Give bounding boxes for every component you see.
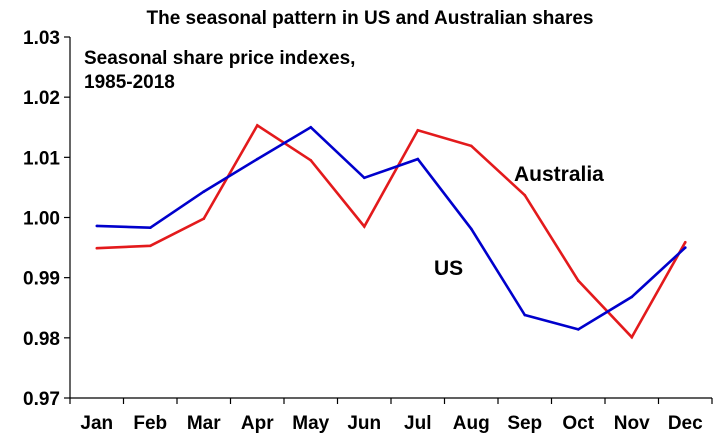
x-tick-label: Sep [507,413,542,434]
data-point-us [470,227,473,231]
y-tick-label: 0.97 [23,389,60,410]
data-point-us [95,224,99,228]
data-point-australia [149,244,152,248]
data-point-us [363,176,366,180]
axes [64,36,713,404]
data-point-australia [95,246,99,250]
data-point-us [577,328,580,331]
x-tick-label: Apr [241,413,274,434]
series-label-us: US [434,257,463,280]
y-tick-label: 1.03 [23,28,60,49]
data-point-australia [202,217,206,220]
data-point-us [523,313,527,317]
data-point-us [630,295,634,299]
x-tick-label: Feb [133,413,167,434]
series-lines [95,123,687,340]
data-point-australia [684,240,687,244]
y-tick-label: 1.02 [23,88,60,109]
data-point-us [255,157,259,161]
chart-annotation-line-1: Seasonal share price indexes, [84,48,355,69]
series-line-australia [96,123,687,340]
series-line-us [96,125,687,331]
series-label-australia: Australia [514,163,604,186]
data-point-us [684,246,687,249]
chart-title: The seasonal pattern in US and Australia… [147,8,594,29]
data-point-us [202,190,206,193]
data-point-australia [523,193,527,197]
x-tick-label: Dec [668,413,703,434]
x-tick-label: Oct [562,413,594,434]
x-tick-label: Jun [347,413,381,434]
y-tick-label: 1.00 [23,209,60,230]
y-tick-label: 1.01 [23,148,60,169]
data-point-us [416,157,420,161]
data-point-australia [309,159,313,162]
data-point-australia [363,225,366,228]
y-tick-label: 0.98 [23,329,60,350]
x-tick-label: Jan [80,413,113,434]
x-tick-label: Nov [614,413,650,434]
x-tick-label: Aug [453,413,490,434]
chart-annotation-line-2: 1985-2018 [84,72,175,93]
x-tick-label: May [292,413,329,434]
y-tick-label: 0.99 [23,269,60,290]
data-point-us [309,126,313,129]
data-point-australia [577,279,580,283]
data-point-us [149,226,152,229]
x-tick-label: Jul [404,413,431,434]
data-point-australia [255,124,259,127]
x-tick-label: Mar [187,413,221,434]
data-point-australia [470,144,473,148]
x-axis-tick-labels: Jan Feb Mar Apr May Jun Jul Aug Sep Oct Nov Dec [80,413,703,434]
data-point-australia [630,335,634,339]
data-point-australia [416,129,420,132]
y-axis-tick-labels: 0.97 0.98 0.99 1.00 1.01 1.02 1.03 [23,28,60,410]
